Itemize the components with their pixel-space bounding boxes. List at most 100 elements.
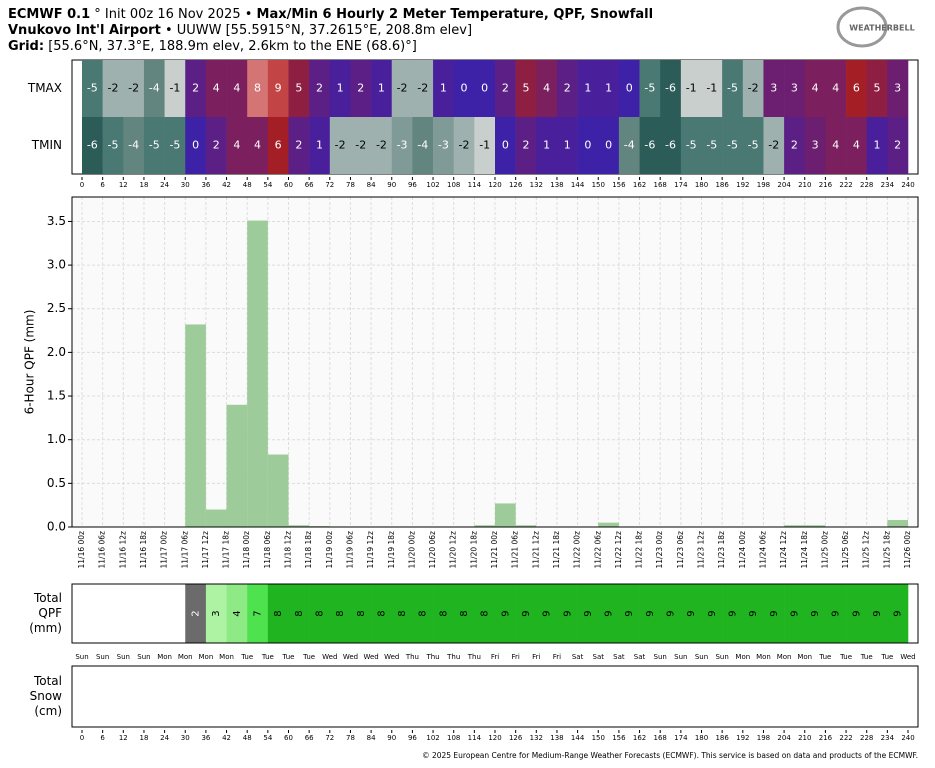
temp-cell	[82, 117, 103, 174]
x-tick-label: 72	[325, 734, 334, 742]
x-tick-label: 90	[387, 734, 396, 742]
qpf-label: 8	[376, 610, 387, 616]
qpf-label: 9	[748, 610, 759, 616]
temp-cell	[618, 117, 640, 174]
temp-label: 0	[192, 139, 199, 152]
temp-cell	[804, 117, 826, 174]
day-label: Tue	[240, 653, 253, 661]
qpf-label: 9	[707, 610, 718, 616]
x-tick-label: 78	[346, 181, 355, 189]
temp-cell	[887, 117, 909, 174]
x-tick-label: 132	[530, 734, 543, 742]
temp-label: -5	[706, 139, 717, 152]
x-tick-label: 11/21 12z	[531, 531, 540, 569]
temp-cell	[701, 117, 723, 174]
qpf-cell	[866, 584, 888, 643]
y-axis-label: 6-Hour QPF (mm)	[23, 310, 37, 415]
qpf-cell	[350, 584, 372, 643]
qpf-cell	[267, 584, 289, 643]
x-tick-label: 168	[654, 181, 667, 189]
row-label: TMAX	[27, 81, 62, 95]
x-tick-label: 54	[263, 181, 272, 189]
temp-cell	[205, 60, 227, 117]
qpf-label: 9	[562, 610, 573, 616]
x-tick-label: 192	[736, 734, 749, 742]
temp-cell	[577, 60, 599, 117]
temp-label: -4	[128, 139, 139, 152]
x-tick-label: 11/19 06z	[345, 531, 354, 569]
y-tick-label: 0.0	[47, 520, 66, 534]
x-tick-label: 18	[139, 734, 148, 742]
bar	[267, 454, 289, 527]
qpf-label: 9	[789, 610, 800, 616]
day-label: Fri	[553, 653, 561, 661]
title-part: Max/Min 6 Hourly 2 Meter Temperature, QP…	[257, 7, 654, 22]
x-tick-label: 228	[860, 181, 873, 189]
qpf-label: 9	[769, 610, 780, 616]
x-tick-label: 102	[426, 734, 439, 742]
temp-cell	[784, 117, 806, 174]
temp-label: 1	[378, 82, 385, 95]
x-tick-label: 234	[881, 734, 895, 742]
temp-label: -6	[665, 139, 676, 152]
temp-label: 9	[275, 82, 282, 95]
x-tick-label: 60	[284, 734, 293, 742]
qpf-label: 2	[191, 610, 202, 616]
x-tick-label: 36	[201, 734, 210, 742]
day-label: Tue	[302, 653, 315, 661]
temp-label: 1	[316, 139, 323, 152]
temp-cell	[412, 60, 434, 117]
temp-label: -2	[459, 139, 470, 152]
x-tick-label: 11/16 12z	[118, 531, 127, 569]
temp-cell	[825, 60, 847, 117]
qpf-label: 4	[232, 610, 243, 616]
x-tick-label: 11/19 12z	[366, 531, 375, 569]
x-tick-label: 11/20 12z	[449, 531, 458, 569]
qpf-cell	[804, 584, 826, 643]
temp-cell	[143, 117, 165, 174]
x-tick-label: 11/25 00z	[820, 531, 829, 569]
temp-label: 2	[213, 139, 220, 152]
qpf-cell	[763, 584, 785, 643]
qpf-cell	[495, 584, 516, 643]
temp-label: 0	[605, 139, 612, 152]
x-tick-label: 174	[674, 734, 688, 742]
x-tick-label: 126	[509, 734, 523, 742]
x-tick-label: 180	[695, 181, 708, 189]
temp-cell	[474, 60, 496, 117]
x-tick-label: 204	[777, 734, 791, 742]
x-tick-label: 198	[757, 181, 770, 189]
qpf-label: 9	[500, 610, 511, 616]
x-tick-label: 11/21 06z	[511, 531, 520, 569]
temp-label: 2	[522, 139, 529, 152]
x-tick-label: 126	[509, 181, 523, 189]
temp-label: 4	[853, 139, 860, 152]
temp-label: 1	[564, 139, 571, 152]
qpf-cell	[329, 584, 351, 643]
x-tick-label: 11/20 18z	[469, 531, 478, 569]
temp-label: -1	[479, 139, 490, 152]
day-label: Mon	[777, 653, 792, 661]
temp-cell	[329, 117, 351, 174]
temp-label: -5	[748, 139, 759, 152]
x-tick-label: 114	[468, 734, 482, 742]
temp-label: 0	[461, 82, 468, 95]
temp-label: 2	[564, 82, 571, 95]
temp-label: 2	[894, 139, 901, 152]
qpf-cell	[453, 584, 475, 643]
temp-label: -6	[644, 139, 655, 152]
bar	[185, 324, 206, 527]
qpf-label: 9	[645, 610, 656, 616]
qpf-label: 8	[314, 610, 325, 616]
day-label: Tue	[880, 653, 893, 661]
temp-label: -5	[87, 82, 98, 95]
temp-label: -1	[706, 82, 717, 95]
temp-label: 2	[502, 82, 509, 95]
day-label: Tue	[282, 653, 295, 661]
temp-label: -5	[149, 139, 160, 152]
bar	[495, 503, 516, 527]
x-tick-label: 60	[284, 181, 293, 189]
x-tick-label: 66	[305, 734, 314, 742]
x-tick-label: 0	[80, 181, 84, 189]
day-label: Wed	[343, 653, 358, 661]
